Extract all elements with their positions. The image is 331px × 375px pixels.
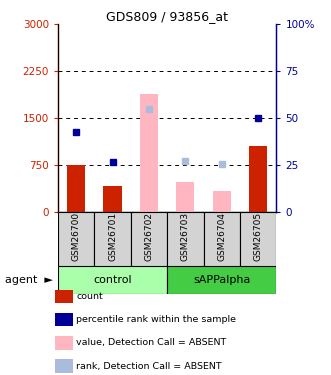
Text: GSM26705: GSM26705 [254, 212, 263, 261]
Text: count: count [76, 292, 103, 301]
Bar [213, 191, 231, 212]
Bar [249, 146, 267, 212]
Text: GSM26700: GSM26700 [71, 212, 81, 261]
Text: GSM26703: GSM26703 [181, 212, 190, 261]
Text: GSM26704: GSM26704 [217, 212, 226, 261]
Text: GSM26701: GSM26701 [108, 212, 117, 261]
Bar [58, 266, 167, 294]
Bar [58, 212, 94, 266]
Text: value, Detection Call = ABSENT: value, Detection Call = ABSENT [76, 338, 226, 347]
Text: rank, Detection Call = ABSENT: rank, Detection Call = ABSENT [76, 362, 222, 370]
Text: percentile rank within the sample: percentile rank within the sample [76, 315, 236, 324]
Title: GDS809 / 93856_at: GDS809 / 93856_at [106, 10, 228, 23]
Bar [131, 212, 167, 266]
Bar [204, 212, 240, 266]
Text: agent  ►: agent ► [5, 275, 53, 285]
Bar [167, 212, 204, 266]
Bar [176, 182, 194, 212]
Bar [140, 94, 158, 212]
Bar [94, 212, 131, 266]
Text: sAPPalpha: sAPPalpha [193, 275, 251, 285]
Bar [240, 212, 276, 266]
Text: GSM26702: GSM26702 [144, 212, 154, 261]
Bar [67, 165, 85, 212]
Bar [167, 266, 276, 294]
Bar [103, 186, 122, 212]
Text: control: control [93, 275, 132, 285]
